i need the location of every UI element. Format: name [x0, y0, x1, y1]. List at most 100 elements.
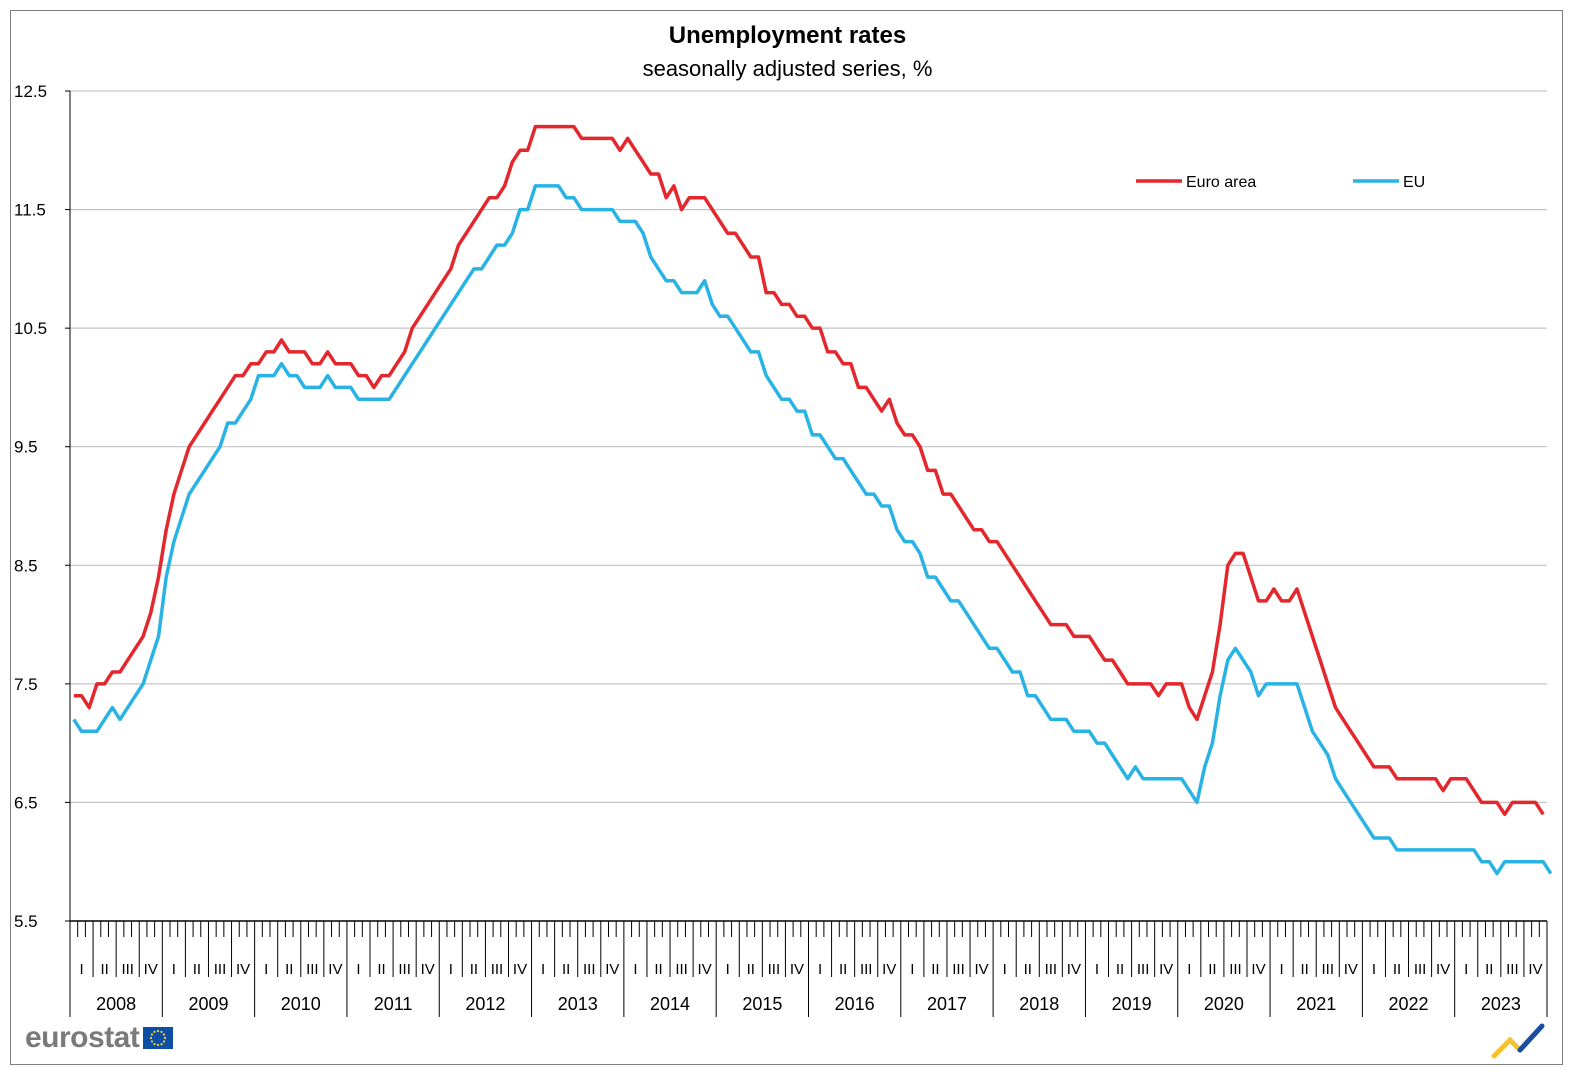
quarter-label: I: [1372, 961, 1376, 978]
year-label: 2023: [1481, 994, 1521, 1014]
y-tick-label: 5.5: [14, 912, 38, 931]
quarter-label: II: [562, 961, 570, 978]
quarter-label: II: [1301, 961, 1309, 978]
quarter-label: IV: [1344, 961, 1358, 978]
quarter-label: IV: [882, 961, 896, 978]
year-label: 2009: [188, 994, 228, 1014]
year-label: 2022: [1389, 994, 1429, 1014]
quarter-label: II: [1116, 961, 1124, 978]
quarter-label: I: [1280, 961, 1284, 978]
quarter-label: I: [449, 961, 453, 978]
quarter-label: III: [768, 961, 781, 978]
eurostat-wordmark: eurostat: [25, 1021, 140, 1054]
quarter-label: IV: [421, 961, 435, 978]
quarter-label: III: [952, 961, 965, 978]
chart-subtitle: seasonally adjusted series, %: [642, 56, 933, 81]
chart-title: Unemployment rates: [668, 22, 907, 49]
quarter-label: III: [306, 961, 319, 978]
quarter-label: III: [675, 961, 688, 978]
eurostat-logo: eurostat: [25, 1021, 174, 1054]
year-label: 2015: [742, 994, 782, 1014]
quarter-label: III: [583, 961, 596, 978]
y-tick-label: 10.5: [14, 319, 47, 338]
quarter-label: I: [1095, 961, 1099, 978]
quarter-label: II: [839, 961, 847, 978]
legend-label: EU: [1403, 174, 1425, 191]
quarter-label: I: [1464, 961, 1468, 978]
year-label: 2014: [650, 994, 690, 1014]
y-tick-label: 9.5: [14, 438, 38, 457]
quarter-label: II: [1024, 961, 1032, 978]
quarter-label: III: [398, 961, 411, 978]
quarter-label: IV: [698, 961, 712, 978]
quarter-label: IV: [236, 961, 250, 978]
quarter-label: II: [1208, 961, 1216, 978]
quarter-label: IV: [513, 961, 527, 978]
quarter-label: II: [1485, 961, 1493, 978]
year-label: 2016: [835, 994, 875, 1014]
y-axis-ticks: 12.5 11.5 10.5 9.5 8.5 7.5 6.5 5.5: [14, 82, 71, 931]
year-label: 2017: [927, 994, 967, 1014]
quarter-label: III: [1045, 961, 1058, 978]
quarter-label: I: [1187, 961, 1191, 978]
quarter-label: I: [818, 961, 822, 978]
quarter-label: III: [1414, 961, 1427, 978]
year-label: 2008: [96, 994, 136, 1014]
quarter-label: IV: [1159, 961, 1173, 978]
chart-frame: [10, 10, 1563, 1065]
y-tick-label: 8.5: [14, 556, 38, 575]
year-label: 2011: [374, 994, 413, 1014]
year-label: 2013: [558, 994, 598, 1014]
corner-decoration-icon: [1491, 1023, 1545, 1059]
quarter-label: III: [1229, 961, 1242, 978]
quarter-label: III: [1322, 961, 1335, 978]
year-label: 2012: [465, 994, 505, 1014]
quarter-label: IV: [1436, 961, 1450, 978]
quarter-label: I: [264, 961, 268, 978]
quarter-label: II: [1393, 961, 1401, 978]
quarter-label: II: [931, 961, 939, 978]
quarter-label: II: [100, 961, 108, 978]
gridlines: [70, 90, 1547, 803]
year-label: 2021: [1296, 994, 1336, 1014]
quarter-label: III: [491, 961, 504, 978]
quarter-label: IV: [974, 961, 988, 978]
year-label: 2019: [1112, 994, 1152, 1014]
quarter-label: II: [285, 961, 293, 978]
quarter-label: III: [1506, 961, 1519, 978]
series-line: [73, 124, 1545, 817]
year-label: 2020: [1204, 994, 1244, 1014]
y-tick-label: 7.5: [14, 675, 38, 694]
series-lines: [72, 124, 1553, 876]
quarter-label: II: [654, 961, 662, 978]
quarter-label: II: [193, 961, 201, 978]
eu-flag-icon: [143, 1027, 174, 1049]
legend-label: Euro area: [1186, 174, 1256, 191]
y-tick-label: 6.5: [14, 793, 38, 812]
year-label: 2010: [281, 994, 321, 1014]
quarter-label: II: [747, 961, 755, 978]
quarter-label: I: [910, 961, 914, 978]
series-line: [72, 184, 1553, 876]
quarter-label: II: [470, 961, 478, 978]
quarter-label: III: [214, 961, 227, 978]
quarter-label: IV: [1067, 961, 1081, 978]
quarter-label: I: [541, 961, 545, 978]
y-tick-label: 11.5: [14, 201, 46, 220]
quarter-label: III: [1137, 961, 1150, 978]
quarter-label: I: [1003, 961, 1007, 978]
quarter-label: I: [726, 961, 730, 978]
quarter-label: IV: [144, 961, 158, 978]
quarter-label: III: [121, 961, 134, 978]
quarter-label: IV: [1528, 961, 1542, 978]
quarter-label: IV: [790, 961, 804, 978]
y-tick-label: 12.5: [14, 82, 47, 101]
legend: Euro area EU: [1136, 174, 1425, 191]
year-label: 2018: [1019, 994, 1059, 1014]
quarter-label: II: [377, 961, 385, 978]
quarter-label: IV: [328, 961, 342, 978]
quarter-label: IV: [605, 961, 619, 978]
quarter-label: I: [633, 961, 637, 978]
